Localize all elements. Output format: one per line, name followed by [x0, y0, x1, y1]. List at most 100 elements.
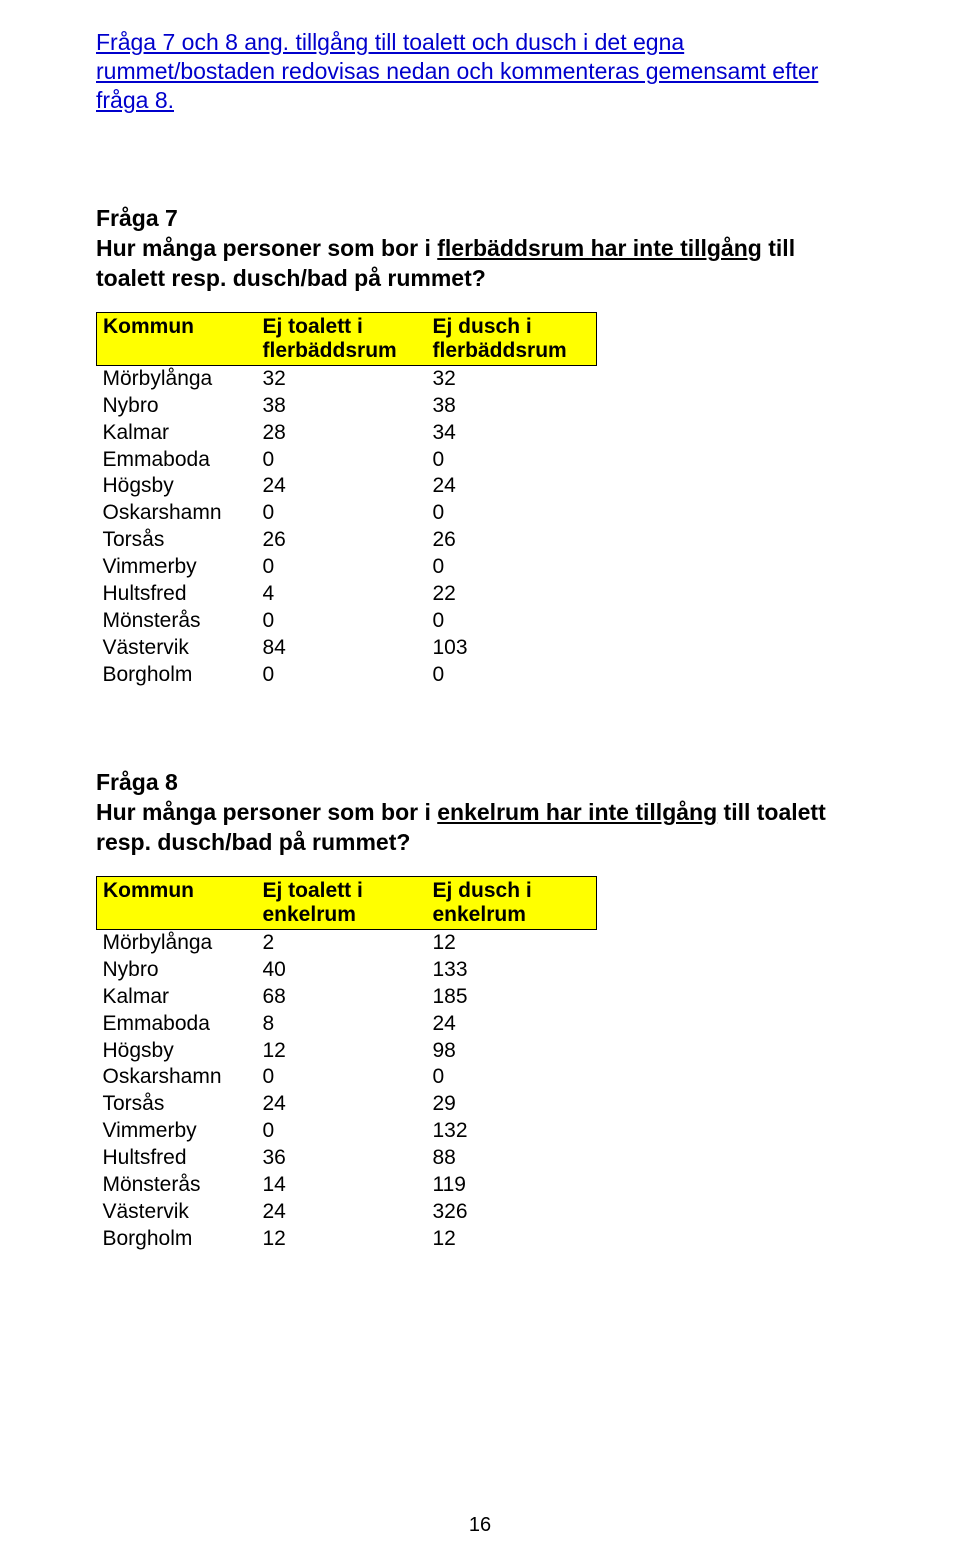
table-cell: 0	[257, 1064, 427, 1091]
table-cell: 38	[427, 393, 597, 420]
q7-text: Hur många personer som bor i flerbäddsru…	[96, 234, 864, 294]
table-cell: 2	[257, 930, 427, 957]
header-label: Kommun	[103, 879, 194, 902]
table-cell: 12	[427, 1226, 597, 1253]
table-cell: Emmaboda	[97, 1011, 257, 1038]
table-cell: 0	[257, 662, 427, 689]
table-cell: 103	[427, 635, 597, 662]
table-cell: 4	[257, 581, 427, 608]
table-cell: 14	[257, 1172, 427, 1199]
table-cell: 0	[427, 662, 597, 689]
table-cell: Vimmerby	[97, 554, 257, 581]
table-cell: 24	[427, 1011, 597, 1038]
table-cell: Oskarshamn	[97, 1064, 257, 1091]
table-row: Hultsfred422	[97, 581, 597, 608]
q8-text: Hur många personer som bor i enkelrum ha…	[96, 798, 864, 858]
table-cell: Oskarshamn	[97, 500, 257, 527]
table-cell: 8	[257, 1011, 427, 1038]
table-row: Borgholm00	[97, 662, 597, 689]
header-label: Ej toalett iflerbäddsrum	[263, 315, 397, 362]
table-cell: 12	[257, 1038, 427, 1065]
table-cell: Borgholm	[97, 662, 257, 689]
header-label: Ej dusch ienkelrum	[433, 879, 532, 926]
table-cell: 0	[427, 554, 597, 581]
table-row: Högsby1298	[97, 1038, 597, 1065]
table-cell: 0	[427, 1064, 597, 1091]
q8-table: Kommun Ej toalett ienkelrum Ej dusch ien…	[96, 876, 597, 1253]
table-cell: Emmaboda	[97, 447, 257, 474]
table-cell: 12	[427, 930, 597, 957]
table-cell: Västervik	[97, 635, 257, 662]
table-row: Kalmar2834	[97, 420, 597, 447]
table-cell: 34	[427, 420, 597, 447]
table-row: Torsås2429	[97, 1091, 597, 1118]
table-cell: Hultsfred	[97, 581, 257, 608]
table-cell: 132	[427, 1118, 597, 1145]
table-row: Vimmerby0132	[97, 1118, 597, 1145]
table-cell: 0	[257, 1118, 427, 1145]
q8-title: Fråga 8	[96, 768, 864, 798]
page-number: 16	[0, 1514, 960, 1537]
table-cell: 24	[257, 1199, 427, 1226]
table-cell: Mörbylånga	[97, 930, 257, 957]
table-cell: 26	[427, 527, 597, 554]
table-row: Torsås2626	[97, 527, 597, 554]
question-7-block: Fråga 7 Hur många personer som bor i fle…	[96, 204, 864, 688]
table-row: Högsby2424	[97, 473, 597, 500]
table-cell: 0	[427, 447, 597, 474]
table-cell: 24	[257, 1091, 427, 1118]
table-cell: Mönsterås	[97, 608, 257, 635]
q7-table: Kommun Ej toalett iflerbäddsrum Ej dusch…	[96, 312, 597, 689]
table-cell: Nybro	[97, 957, 257, 984]
table-cell: 22	[427, 581, 597, 608]
table-cell: 32	[257, 365, 427, 392]
table-row: Borgholm1212	[97, 1226, 597, 1253]
table-row: Mörbylånga3232	[97, 365, 597, 392]
table-row: Västervik24326	[97, 1199, 597, 1226]
table-cell: Västervik	[97, 1199, 257, 1226]
table-cell: 38	[257, 393, 427, 420]
table-cell: 0	[257, 554, 427, 581]
table-header-row: Kommun Ej toalett ienkelrum Ej dusch ien…	[97, 877, 597, 930]
table-row: Vimmerby00	[97, 554, 597, 581]
table-cell: Kalmar	[97, 420, 257, 447]
table-row: Mönsterås14119	[97, 1172, 597, 1199]
table-cell: 0	[427, 608, 597, 635]
table-row: Emmaboda00	[97, 447, 597, 474]
table-cell: 88	[427, 1145, 597, 1172]
table-cell: 0	[257, 608, 427, 635]
q8-text-before: Hur många personer som bor i	[96, 799, 437, 825]
table-cell: Vimmerby	[97, 1118, 257, 1145]
table-cell: Hultsfred	[97, 1145, 257, 1172]
table-cell: Kalmar	[97, 984, 257, 1011]
table-cell: 119	[427, 1172, 597, 1199]
table-cell: 36	[257, 1145, 427, 1172]
table-cell: 0	[257, 447, 427, 474]
question-8-block: Fråga 8 Hur många personer som bor i enk…	[96, 768, 864, 1252]
table-cell: Borgholm	[97, 1226, 257, 1253]
table-cell: 98	[427, 1038, 597, 1065]
table-cell: 24	[427, 473, 597, 500]
q8-col-kommun: Kommun	[97, 877, 257, 930]
header-label: Ej dusch iflerbäddsrum	[433, 315, 567, 362]
table-cell: 0	[257, 500, 427, 527]
table-cell: Torsås	[97, 1091, 257, 1118]
table-row: Emmaboda824	[97, 1011, 597, 1038]
q7-tbody: Mörbylånga3232Nybro3838Kalmar2834Emmabod…	[97, 365, 597, 688]
q8-col-ejtoalett: Ej toalett ienkelrum	[257, 877, 427, 930]
table-cell: 68	[257, 984, 427, 1011]
q7-col-ejtoalett: Ej toalett iflerbäddsrum	[257, 312, 427, 365]
table-row: Oskarshamn00	[97, 500, 597, 527]
table-cell: 29	[427, 1091, 597, 1118]
table-cell: 26	[257, 527, 427, 554]
table-row: Nybro3838	[97, 393, 597, 420]
page: Fråga 7 och 8 ang. tillgång till toalett…	[0, 0, 960, 1561]
q8-text-underlined: enkelrum har inte tillgång	[437, 799, 717, 825]
header-label: Ej toalett ienkelrum	[263, 879, 363, 926]
table-cell: 326	[427, 1199, 597, 1226]
q7-col-kommun: Kommun	[97, 312, 257, 365]
table-row: Mönsterås00	[97, 608, 597, 635]
table-row: Kalmar68185	[97, 984, 597, 1011]
table-cell: Torsås	[97, 527, 257, 554]
table-row: Oskarshamn00	[97, 1064, 597, 1091]
